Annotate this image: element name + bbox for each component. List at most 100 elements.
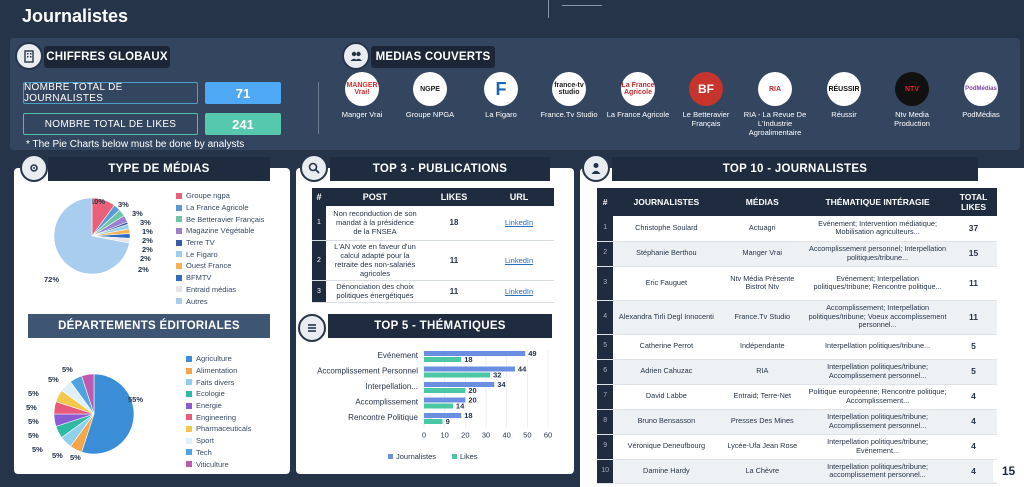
legend-swatch bbox=[176, 298, 182, 305]
post-url-cell: LinkedIn bbox=[484, 280, 554, 303]
bar-value-label: 32 bbox=[493, 371, 501, 380]
journaliste-likes: 11 bbox=[950, 266, 997, 301]
list-icon bbox=[298, 314, 326, 342]
media-item: La France Agricole La France Agricole bbox=[604, 72, 672, 119]
pie-data-label: 55% bbox=[128, 395, 143, 404]
category-label: Interpellation... bbox=[366, 382, 418, 391]
bar bbox=[424, 419, 443, 424]
media-item: BF Le Betteravier Français bbox=[672, 72, 740, 128]
type-medias-pie: 10% 3%3%3%1%2%2%2%2%72% bbox=[44, 197, 153, 284]
table-row: 8 Bruno Bensasson Presses Des Mines Interpe… bbox=[597, 409, 997, 435]
legend-item: La France Agricole bbox=[176, 202, 264, 214]
legend-swatch bbox=[186, 379, 192, 386]
linkedin-link[interactable]: LinkedIn bbox=[504, 286, 534, 296]
legend-label: Autres bbox=[186, 296, 208, 306]
bar-value-label: 14 bbox=[456, 402, 465, 411]
legend-item: Faits divers bbox=[186, 376, 251, 388]
journaliste-theme: Interpellation politiques/tribune; Evéne… bbox=[805, 434, 951, 460]
journaliste-theme: Accomplissement; Interpellation politiqu… bbox=[805, 300, 951, 335]
legend-item: Le Figaro bbox=[176, 248, 264, 260]
media-logo: RIA bbox=[758, 72, 792, 106]
legend-label: Agriculture bbox=[196, 354, 232, 364]
thematiques-header: TOP 5 - THÉMATIQUES bbox=[328, 314, 552, 338]
media-item: france-tv studio France.Tv Studio bbox=[535, 72, 603, 119]
page-number: 15 bbox=[993, 460, 1024, 482]
pie-data-label: 5% bbox=[70, 453, 81, 462]
legend-swatch bbox=[186, 449, 192, 456]
post-likes: 11 bbox=[424, 280, 484, 303]
legend-swatch bbox=[176, 227, 182, 234]
media-label: Le Betteravier Français bbox=[682, 110, 730, 128]
legend-label: Magazine Végétable bbox=[186, 226, 255, 236]
category-label: Accomplissement Personnel bbox=[317, 367, 418, 376]
journaliste-theme: Interpellation politiques/tribune; accom… bbox=[805, 459, 951, 484]
legend-swatch bbox=[186, 355, 192, 362]
legend-label: Ecologie bbox=[196, 389, 225, 399]
pie-data-label: 5% bbox=[32, 445, 43, 454]
legend-item: Ecologie bbox=[186, 388, 251, 400]
post-url-cell: LinkedIn bbox=[484, 206, 554, 241]
thematiques-bar-chart: 0 10 20 30 40 50 60 Evénement 49 18 Accomplissemen… bbox=[317, 349, 552, 461]
bar bbox=[424, 357, 462, 362]
post-text: Non reconduction de son mandat à la prés… bbox=[326, 206, 424, 241]
bar-value-label: 20 bbox=[468, 396, 476, 405]
band-separator bbox=[318, 82, 319, 134]
bar-value-label: 20 bbox=[468, 386, 476, 395]
bar bbox=[424, 366, 515, 372]
publications-header: TOP 3 - PUBLICATIONS bbox=[330, 157, 550, 181]
kpi-journalistes-value: 71 bbox=[205, 82, 281, 104]
bar-value-label: 49 bbox=[528, 349, 536, 358]
kpi-journalistes-label: NOMBRE TOTAL DE JOURNALISTES bbox=[23, 82, 198, 104]
people-icon bbox=[342, 42, 370, 70]
media-label: Manger Vrai bbox=[341, 110, 383, 119]
legend-item: Autres bbox=[176, 295, 264, 307]
journaliste-theme: Evénement; Interpellation politiques/tri… bbox=[805, 266, 951, 301]
linkedin-link[interactable]: LinkedIn bbox=[504, 218, 534, 228]
legend-item: Groupe ngpa bbox=[176, 190, 264, 202]
journaliste-likes: 37 bbox=[950, 216, 997, 242]
journaliste-name: Catherine Perrot bbox=[613, 334, 720, 360]
journaliste-media: Manger Vrai bbox=[719, 241, 806, 267]
section-title-medias: MEDIAS COUVERTS bbox=[371, 46, 495, 68]
media-logo: MANGER Vrai! bbox=[345, 72, 379, 106]
bar-value-label: 9 bbox=[446, 417, 450, 426]
journaliste-media: Presses Des Mines bbox=[719, 409, 806, 435]
journaliste-name: Alexandra Tirli Degl Innocenti bbox=[613, 300, 720, 335]
analyst-note: * The Pie Charts below must be done by a… bbox=[26, 139, 245, 150]
table-row: 3 Dénonciation des choix politiques énerg… bbox=[312, 280, 554, 303]
legend-swatch bbox=[186, 367, 192, 374]
legend-item: Magazine Végétable bbox=[176, 225, 264, 237]
journaliste-media: Entraid; Terre-Net bbox=[719, 384, 806, 410]
post-text: L'AN vote en faveur d'un calcul adapté p… bbox=[326, 240, 424, 281]
bar bbox=[424, 413, 462, 418]
media-item: F La Figaro bbox=[467, 72, 535, 119]
row-index: 3 bbox=[597, 266, 614, 301]
row-index: 6 bbox=[597, 359, 614, 385]
legend-swatch bbox=[186, 461, 192, 468]
bar-value-label: 44 bbox=[518, 365, 527, 374]
journaliste-likes: 15 bbox=[950, 241, 997, 267]
row-index: 9 bbox=[597, 434, 614, 460]
legend-item: Sport bbox=[186, 435, 251, 447]
x-tick-label: 60 bbox=[544, 431, 552, 440]
x-tick-label: 50 bbox=[523, 431, 531, 440]
legend-label: Likes bbox=[460, 452, 478, 461]
legend-swatch bbox=[176, 204, 182, 211]
category-label: Rencontre Politique bbox=[348, 413, 418, 422]
pubs-col-post: POST bbox=[326, 188, 424, 206]
category-label: Accomplissement bbox=[355, 398, 418, 407]
media-label: La Figaro bbox=[485, 110, 517, 119]
media-label: France.Tv Studio bbox=[540, 110, 598, 119]
row-index: 2 bbox=[312, 240, 326, 281]
bar-value-label: 34 bbox=[497, 380, 506, 389]
post-url-cell: LinkedIn bbox=[484, 240, 554, 281]
journaliste-name: Bruno Bensasson bbox=[613, 409, 720, 435]
media-logo: NGPE bbox=[413, 72, 447, 106]
journaliste-likes: 4 bbox=[950, 434, 997, 460]
media-logo: F bbox=[484, 72, 518, 106]
legend-label: Pharmaceuticals bbox=[196, 424, 252, 434]
table-row: 6 Adrien Cahuzac RIA Interpellation politiq… bbox=[597, 359, 997, 385]
jt-col-theme: THÉMATIQUE INTÉRAGIE bbox=[805, 188, 951, 216]
linkedin-link[interactable]: LinkedIn bbox=[504, 255, 534, 265]
settings-icon bbox=[20, 154, 48, 182]
